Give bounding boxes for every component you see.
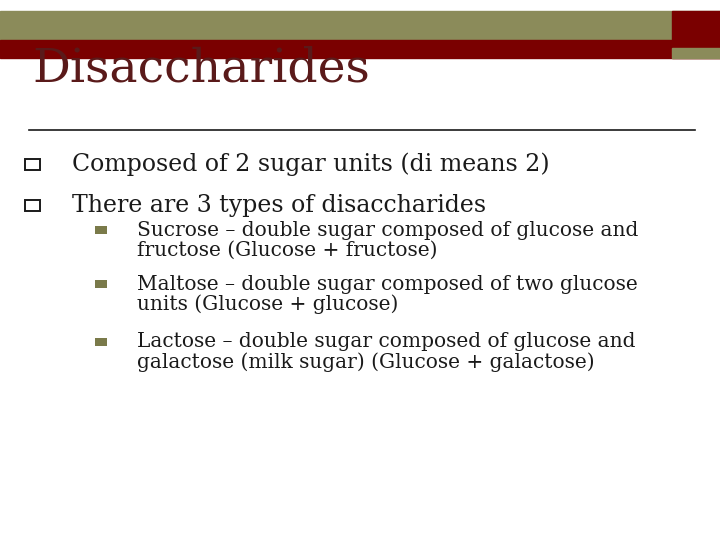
Bar: [0, 40, 720, 58]
Text: Composed of 2 sugar units (di means 2): Composed of 2 sugar units (di means 2): [72, 153, 549, 177]
Text: Lactose – double sugar composed of glucose and: Lactose – double sugar composed of gluco…: [137, 332, 635, 352]
Text: Disaccharides: Disaccharides: [32, 46, 370, 92]
Bar: [25, 159, 40, 170]
Text: Sucrose – double sugar composed of glucose and: Sucrose – double sugar composed of gluco…: [137, 220, 638, 240]
Bar: [95, 226, 107, 234]
Text: There are 3 types of disaccharides: There are 3 types of disaccharides: [72, 194, 486, 217]
Bar: [95, 338, 107, 346]
Bar: [672, 11, 720, 58]
Bar: [672, 48, 720, 58]
Text: fructose (Glucose + fructose): fructose (Glucose + fructose): [137, 241, 437, 260]
Text: galactose (milk sugar) (Glucose + galactose): galactose (milk sugar) (Glucose + galact…: [137, 353, 595, 372]
Bar: [25, 200, 40, 211]
Bar: [0, 11, 720, 40]
Bar: [95, 280, 107, 288]
Text: units (Glucose + glucose): units (Glucose + glucose): [137, 295, 398, 314]
Text: Maltose – double sugar composed of two glucose: Maltose – double sugar composed of two g…: [137, 274, 637, 294]
